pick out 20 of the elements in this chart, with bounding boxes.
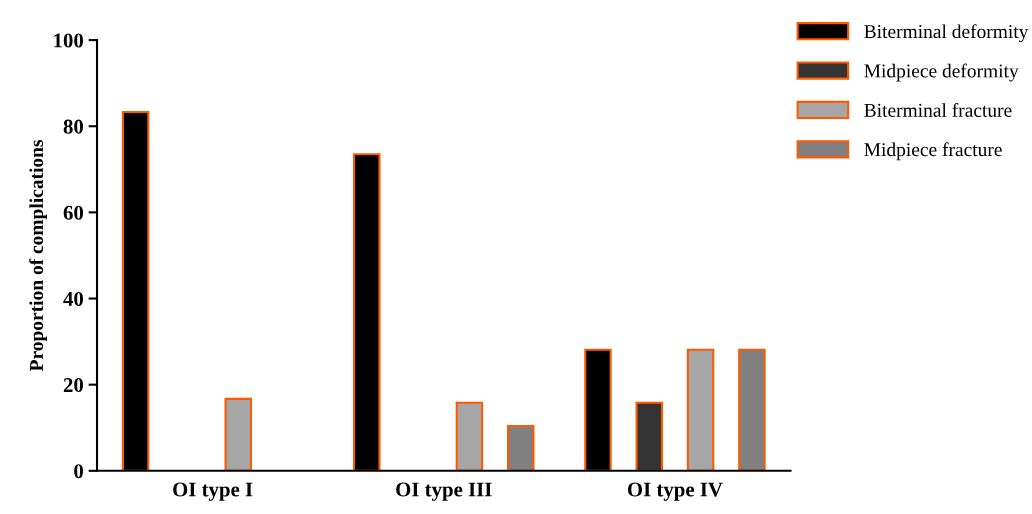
bar xyxy=(455,401,484,471)
bar xyxy=(635,401,664,471)
bar xyxy=(224,397,253,471)
legend-label: Biterminal fracture xyxy=(864,103,1012,117)
y-tick-label: 80 xyxy=(63,119,84,134)
x-tick-label: OI type IV xyxy=(627,482,723,501)
legend-label: Biterminal deformity xyxy=(864,24,1029,43)
bar xyxy=(506,424,535,471)
x-tick-label: OI type I xyxy=(173,482,253,501)
legend-label: Midpiece deformity xyxy=(864,63,1019,82)
y-tick-label: 40 xyxy=(63,291,84,306)
bar xyxy=(686,348,715,471)
x-tick-label: OI type III xyxy=(396,482,492,501)
y-tick-label: 60 xyxy=(63,205,84,220)
y-tick-label: 20 xyxy=(63,378,84,393)
y-axis-title: Proportion of complications xyxy=(29,139,48,372)
legend-label: Midpiece fracture xyxy=(864,142,1002,161)
y-tick-label: 100 xyxy=(54,33,84,48)
bar xyxy=(738,348,766,471)
y-tick-label: 0 xyxy=(74,464,84,479)
